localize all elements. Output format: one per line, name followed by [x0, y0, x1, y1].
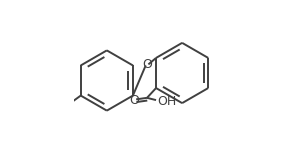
Text: OH: OH	[158, 95, 177, 107]
Text: O: O	[142, 58, 152, 71]
Text: O: O	[129, 94, 139, 107]
